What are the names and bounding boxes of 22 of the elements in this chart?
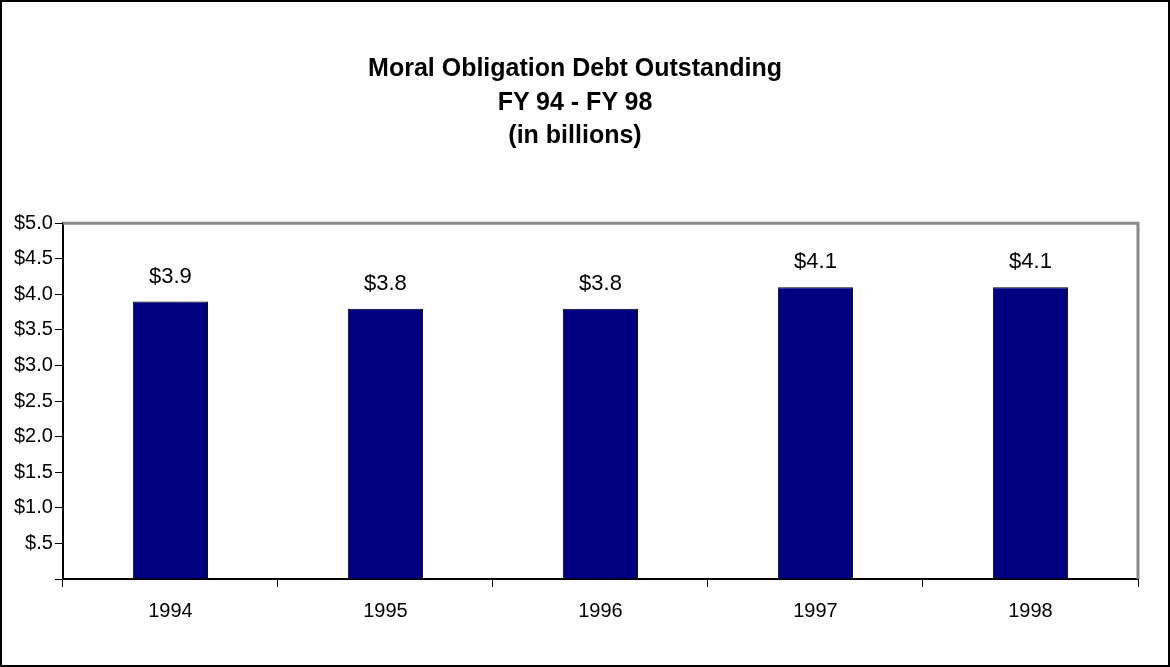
y-tick-label: $1.0 <box>13 495 53 518</box>
data-label: $3.8 <box>364 269 407 295</box>
x-tick-label: 1998 <box>1008 598 1053 621</box>
data-label: $4.1 <box>794 248 837 274</box>
y-tick-label: $1.5 <box>13 459 53 482</box>
y-tick-label: $.5 <box>25 530 53 553</box>
y-tick-label: $3.5 <box>13 317 53 340</box>
x-tick-label: 1997 <box>793 598 838 621</box>
y-tick-label: $2.5 <box>13 388 53 411</box>
y-tick-label: $4.5 <box>13 246 53 269</box>
chart-subtitle: FY 94 - FY 98 (in billions) <box>497 86 653 149</box>
data-label: $3.8 <box>579 269 622 295</box>
x-tick-label: 1995 <box>363 598 408 621</box>
data-label: $3.9 <box>149 262 192 288</box>
chart-title: Moral Obligation Debt Outstanding <box>368 52 782 81</box>
x-tick-label: 1994 <box>148 598 193 621</box>
y-tick-label: $5.0 <box>13 210 53 233</box>
x-tick-label: 1996 <box>578 598 623 621</box>
y-tick-label: $4.0 <box>13 281 53 304</box>
y-tick-label: $2.0 <box>13 424 53 447</box>
data-label: $4.1 <box>1009 248 1052 274</box>
y-tick-label: $3.0 <box>13 353 53 376</box>
